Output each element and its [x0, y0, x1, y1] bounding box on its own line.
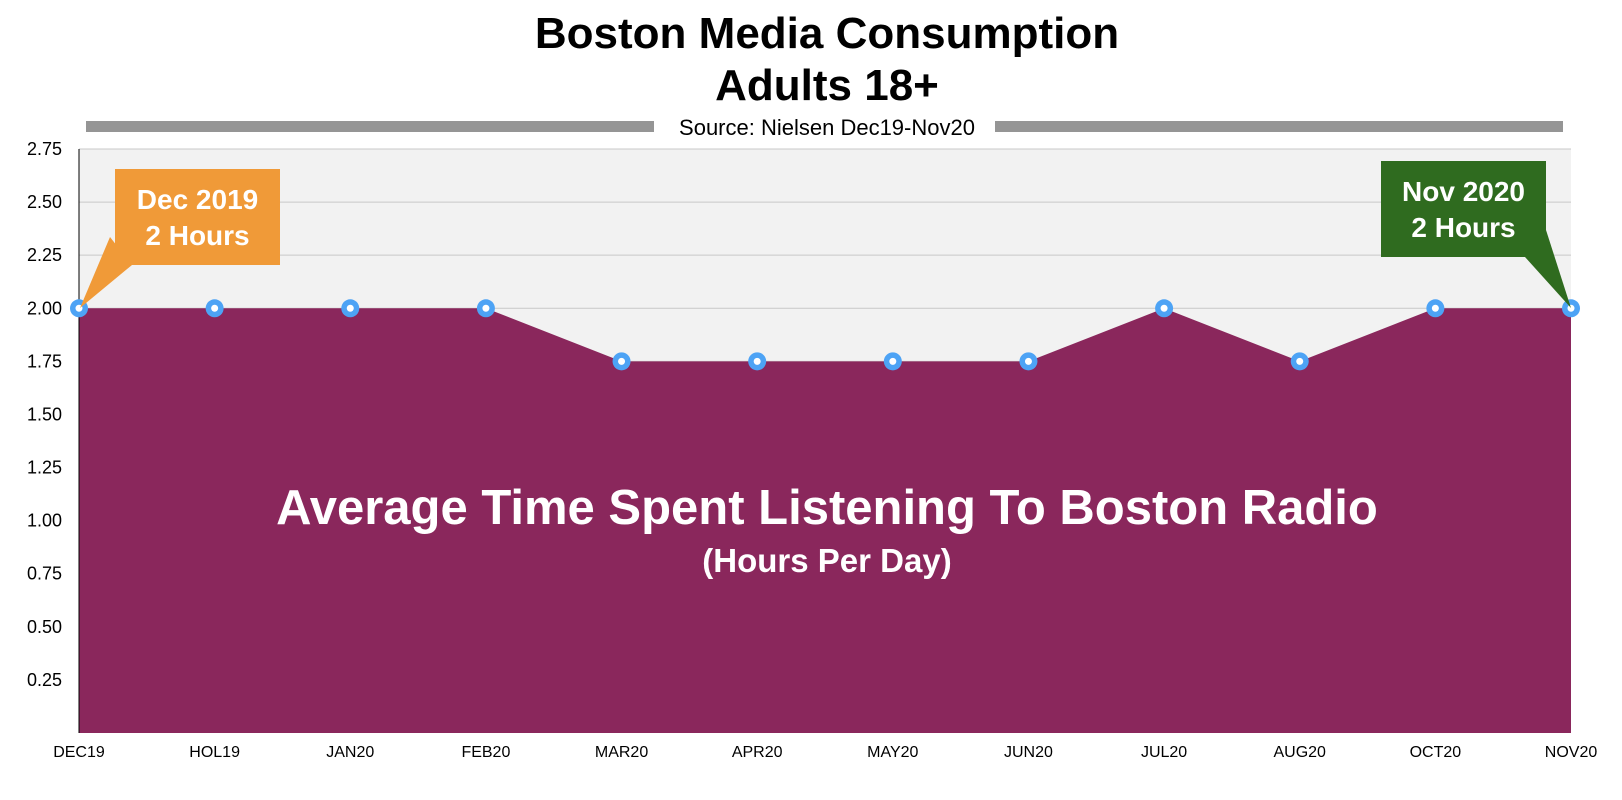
inner-label: Average Time Spent Listening To Boston R…: [276, 481, 1378, 535]
data-point: [883, 352, 902, 371]
data-point: [341, 299, 360, 318]
callout-line2: 2 Hours: [145, 220, 249, 251]
x-tick-label: HOL19: [189, 744, 240, 761]
y-tick-label: 0.25: [27, 670, 62, 690]
y-tick-label: 2.75: [27, 139, 62, 159]
x-tick-label: JUN20: [1004, 744, 1053, 761]
series-area: [79, 308, 1571, 733]
data-point: [1562, 299, 1580, 318]
x-tick-label: APR20: [732, 744, 783, 761]
x-tick-label: JAN20: [326, 744, 374, 761]
y-tick-label: 1.75: [27, 351, 62, 371]
y-tick-label: 0.50: [27, 617, 62, 637]
data-point: [1290, 352, 1309, 371]
x-tick-label: MAR20: [595, 744, 648, 761]
data-point: [1426, 299, 1445, 318]
y-tick-label: 0.75: [27, 564, 62, 584]
x-tick-label: AUG20: [1273, 744, 1326, 761]
x-tick-label: FEB20: [461, 744, 510, 761]
x-tick-label: NOV20: [1545, 744, 1598, 761]
data-point: [1019, 352, 1038, 371]
data-point: [612, 352, 631, 371]
inner-sublabel: (Hours Per Day): [702, 542, 951, 579]
x-tick-label: DEC19: [53, 744, 105, 761]
y-tick-label: 1.50: [27, 404, 62, 424]
callouts: Dec 2019 2 Hours Nov 2020 2 Hours: [80, 161, 1571, 308]
x-axis-ticks: DEC19 HOL19 JAN20 FEB20 MAR20 APR20 MAY20 JUN20…: [53, 744, 1597, 761]
callout-box: Dec 2019 2 Hours: [80, 169, 280, 308]
data-point: [748, 352, 767, 371]
x-tick-label: MAY20: [867, 744, 918, 761]
data-point: [1155, 299, 1174, 318]
source-note: Source: Nielsen Dec19-Nov20: [679, 115, 975, 140]
source-rule-left: [86, 121, 654, 132]
y-tick-label: 1.00: [27, 511, 62, 531]
data-point: [476, 299, 495, 318]
x-tick-label: JUL20: [1141, 744, 1187, 761]
source-rule-right: [995, 121, 1563, 132]
y-tick-label: 1.25: [27, 458, 62, 478]
y-axis-ticks: 2.75 2.50 2.25 2.00 1.75 1.50 1.25 1.00 0.75 0.50…: [27, 139, 62, 690]
chart-title: Boston Media Consumption: [535, 9, 1119, 58]
y-tick-label: 2.00: [27, 298, 62, 318]
y-tick-label: 2.50: [27, 192, 62, 212]
y-tick-label: 2.25: [27, 245, 62, 265]
callout-box: Nov 2020 2 Hours: [1381, 161, 1571, 308]
callout-line1: Dec 2019: [137, 184, 258, 215]
callout-line1: Nov 2020: [1402, 176, 1525, 207]
chart-subtitle: Adults 18+: [715, 61, 939, 110]
x-tick-label: OCT20: [1410, 744, 1462, 761]
data-point: [205, 299, 224, 318]
callout-line2: 2 Hours: [1411, 212, 1515, 243]
